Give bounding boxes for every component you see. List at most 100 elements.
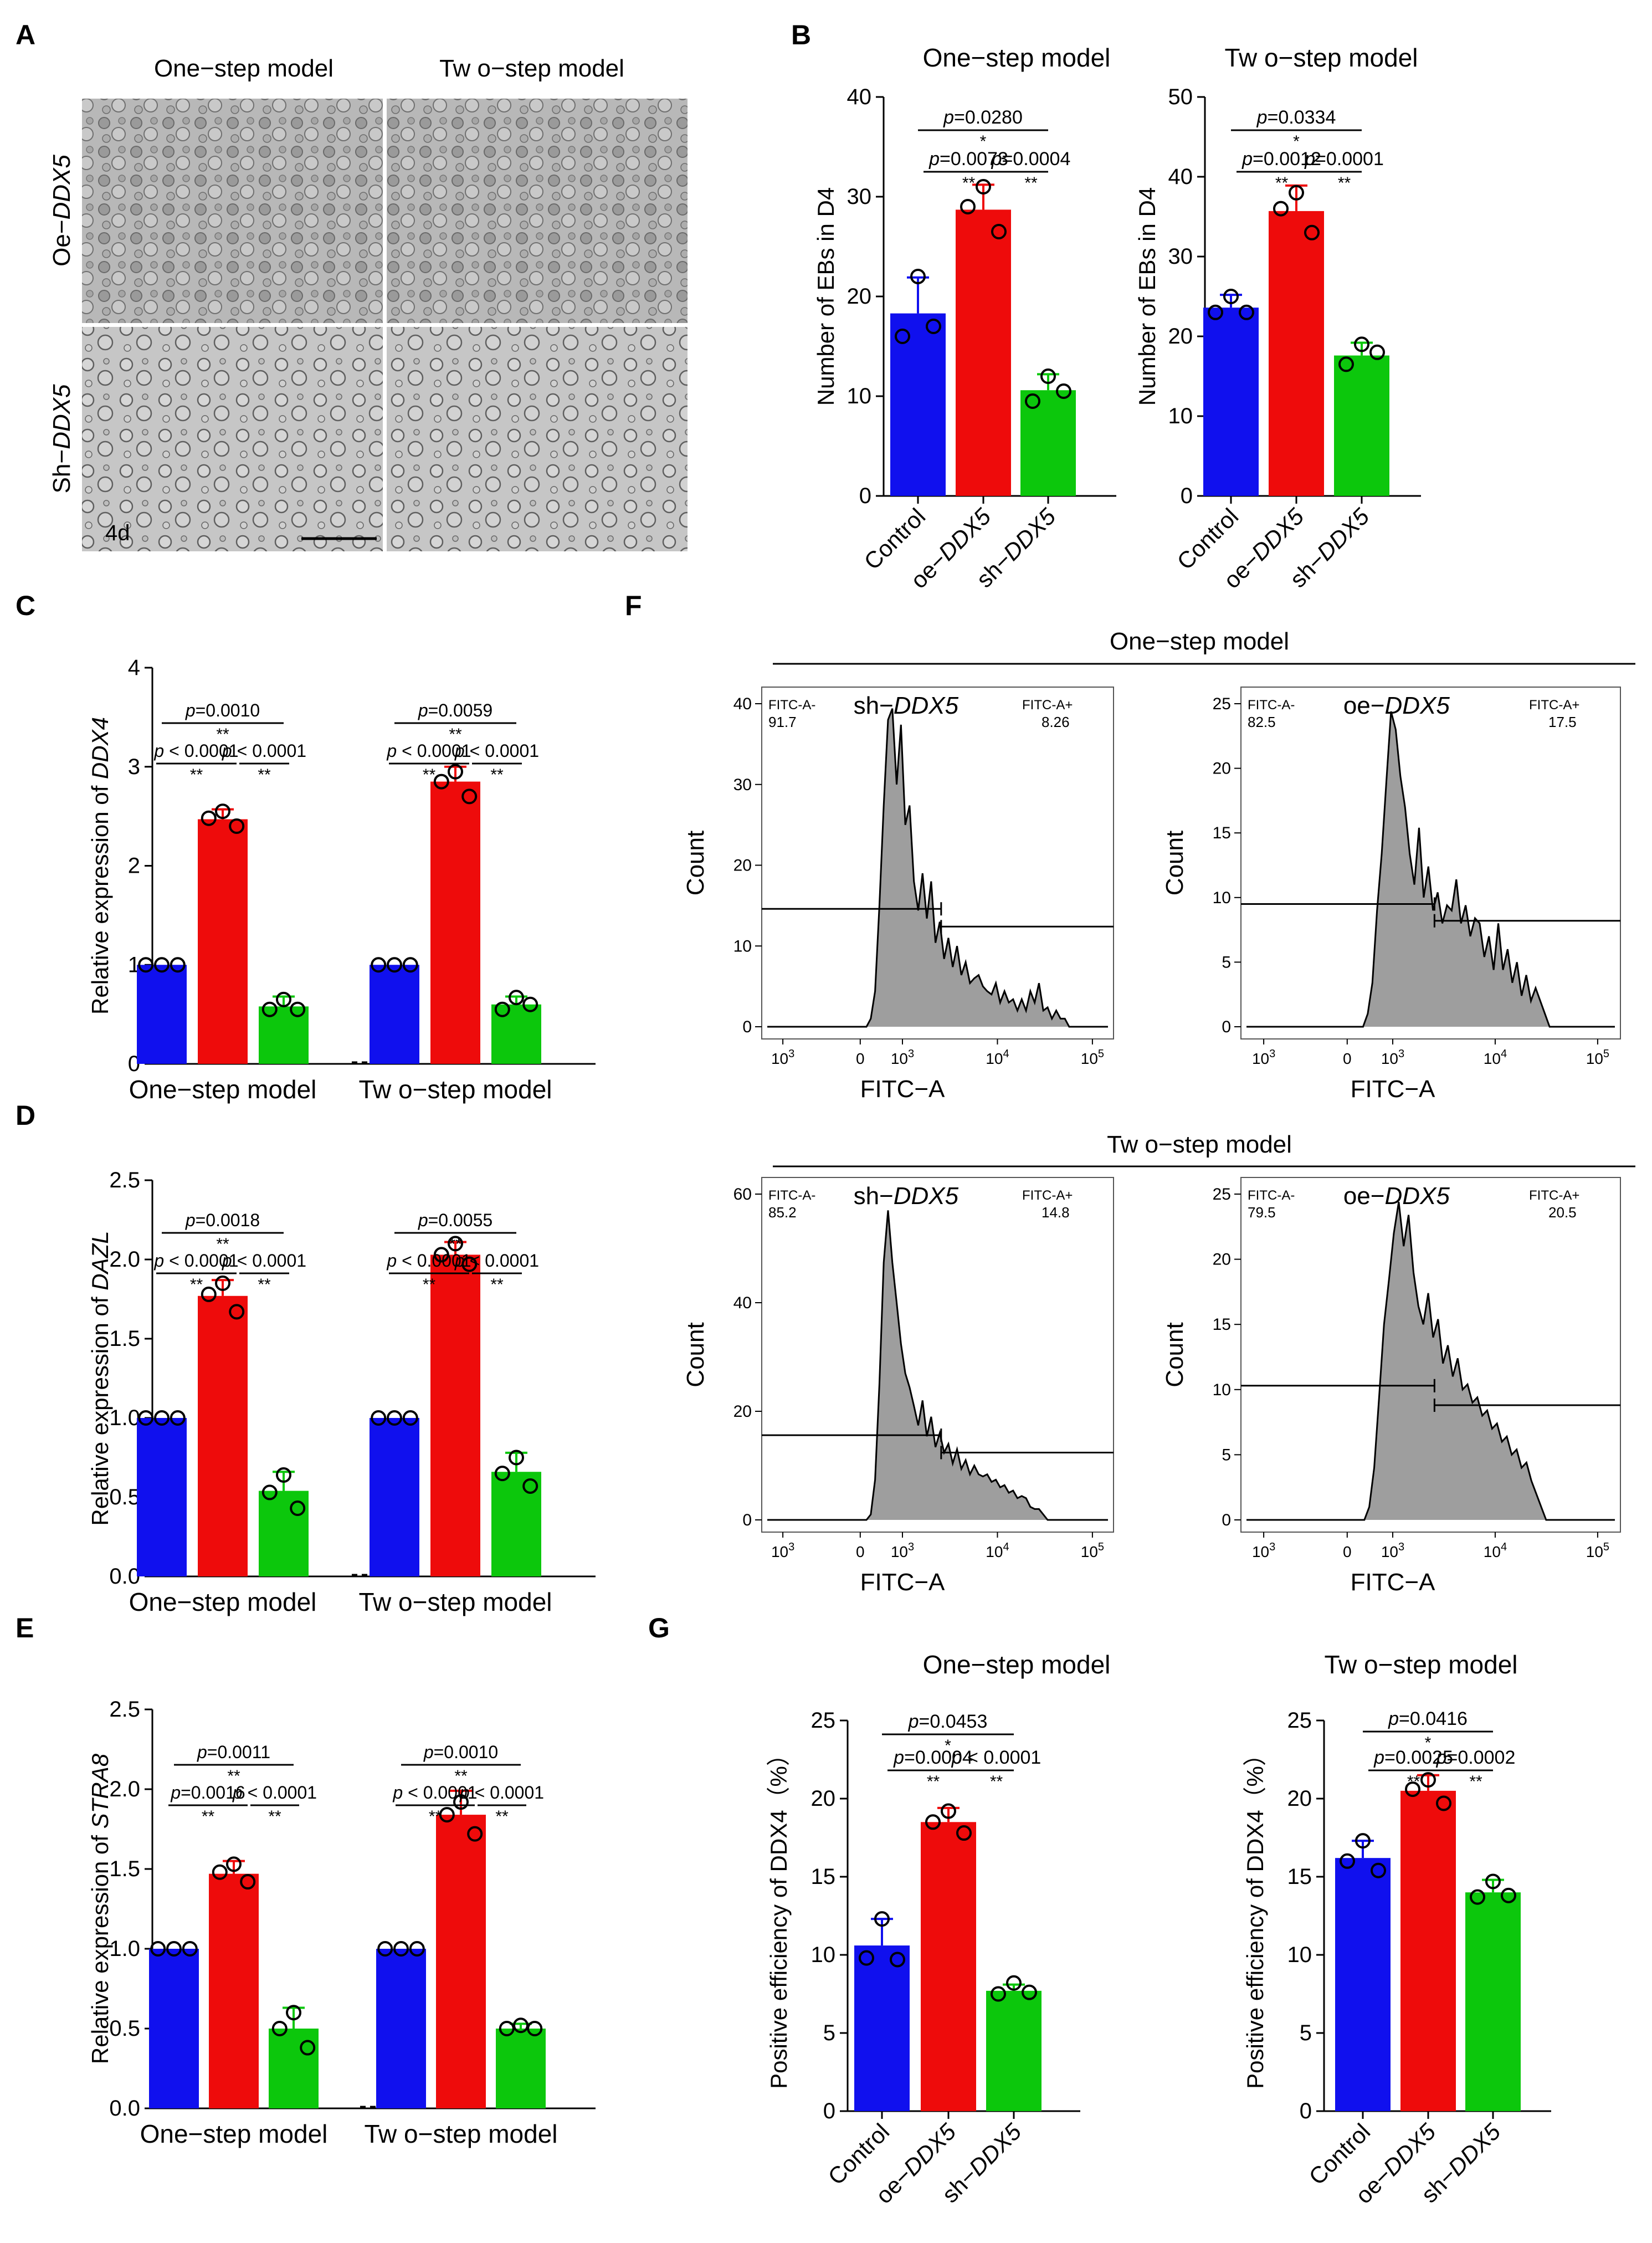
p-value-label: p=0.0025	[1373, 1747, 1453, 1768]
section-title: Tw o−step model	[1107, 1131, 1292, 1158]
y-tick-label: 0	[1181, 484, 1193, 508]
y-tick-label: 0.0	[109, 2096, 140, 2121]
data-point	[960, 199, 976, 214]
p-value-label: p < 0.0001	[951, 1747, 1042, 1768]
data-point	[910, 269, 926, 284]
data-point	[1470, 1889, 1485, 1905]
data-point	[499, 2021, 515, 2036]
y-tick-label: 3	[128, 755, 140, 779]
data-point	[433, 774, 449, 790]
p-value-label: p=0.0280	[943, 107, 1023, 128]
data-point	[991, 1986, 1006, 2002]
y-tick-label: 30	[847, 185, 872, 209]
significance-stars: *	[980, 132, 987, 151]
significance-stars: **	[1338, 174, 1351, 192]
data-point	[201, 810, 217, 826]
plot-frame	[1240, 687, 1621, 1039]
panel-label-g: G	[648, 1612, 670, 1643]
data-point	[1501, 1887, 1516, 1903]
significance-stars: **	[962, 174, 976, 192]
panel-label-a: A	[16, 19, 35, 50]
y-tick-label: 0	[859, 484, 871, 508]
y-tick-label: 20	[847, 284, 872, 309]
bar	[137, 965, 187, 1064]
bar	[1400, 1790, 1456, 2111]
chart-title: Tw o−step model	[1224, 43, 1418, 72]
data-point	[448, 1236, 463, 1252]
gate-positive-percent: 20.5	[1548, 1204, 1577, 1221]
data-point	[527, 2021, 543, 2036]
y-tick-label: 40	[847, 85, 872, 109]
histogram-outline	[1246, 711, 1615, 1028]
y-tick-label: 20	[1213, 760, 1231, 778]
bar	[198, 819, 248, 1064]
data-point	[1420, 1772, 1436, 1788]
y-axis-label: Relative expression of DAZL	[87, 1231, 113, 1525]
y-axis-label: Count	[1161, 831, 1188, 895]
data-point	[522, 996, 538, 1012]
p-value-label: p=0.0004	[991, 148, 1071, 170]
data-point	[371, 957, 387, 973]
y-tick-label: 25	[811, 1708, 836, 1733]
sample-label: sh−DDX5	[854, 1182, 959, 1210]
data-point	[229, 1304, 245, 1320]
x-tick-label: 104	[986, 1541, 1009, 1560]
data-point	[1208, 304, 1223, 320]
p-value-label: p=0.0012	[1241, 148, 1321, 170]
bar	[259, 1491, 309, 1576]
data-point	[276, 1467, 291, 1483]
x-tick-label: 105	[1586, 1541, 1609, 1560]
data-point	[991, 224, 1007, 239]
data-point	[1369, 344, 1385, 360]
chart-title: One−step model	[923, 1650, 1111, 1679]
p-value-label: p=0.0010	[423, 1742, 498, 1762]
gate-negative-label: FITC-A-	[1248, 698, 1295, 713]
y-tick-label: 0	[1222, 1511, 1231, 1529]
chart-title: One−step model	[923, 43, 1111, 72]
data-point	[226, 1856, 242, 1872]
x-tick-label: 103	[891, 1048, 914, 1067]
section-title: One−step model	[1110, 628, 1289, 655]
p-value-label: p=0.0073	[928, 148, 1008, 170]
y-tick-label: 5	[1300, 2021, 1312, 2045]
x-axis-label: FITC−A	[1351, 1569, 1435, 1596]
panel-label-e: E	[16, 1612, 34, 1643]
flow-histogram: 0 5 10 15 20 25 Count FITC-A-79.5 FITC-A+20.5 oe−…	[1161, 1177, 1621, 1596]
data-point	[494, 1001, 510, 1017]
data-point	[290, 1501, 306, 1517]
x-tick-label: 104	[986, 1048, 1009, 1067]
data-point	[150, 1941, 166, 1957]
y-axis-label: Positive efficiency of DDX4（%）	[766, 1743, 792, 2089]
significance-stars: **	[1407, 1773, 1420, 1791]
significance-stars: **	[216, 1235, 229, 1253]
y-tick-label: 5	[1222, 953, 1231, 971]
data-point	[402, 957, 418, 973]
y-axis-label: Count	[682, 1322, 709, 1387]
significance-stars: **	[258, 766, 271, 784]
data-point	[387, 1410, 402, 1426]
data-point	[1006, 1975, 1022, 1991]
chart-D: 0.0 0.5 1.0 1.5 2.0 2.5 Relative expression of…	[87, 1168, 596, 1616]
histogram-outline	[767, 708, 1108, 1028]
data-point	[138, 1410, 154, 1426]
x-axis-label: FITC−A	[860, 1569, 945, 1596]
data-point	[874, 1911, 890, 1927]
x-group-label: One−step model	[129, 1075, 317, 1104]
data-point	[387, 957, 402, 973]
y-tick-label: 0.5	[109, 1485, 140, 1509]
data-point	[956, 1825, 972, 1841]
chart-E: 0.0 0.5 1.0 1.5 2.0 2.5 Relative expression of…	[87, 1697, 596, 2148]
y-axis-label: Count	[1161, 1322, 1188, 1387]
bar	[890, 313, 946, 496]
col-title-two-step: Tw o−step model	[439, 55, 624, 82]
flow-histogram: 0 5 10 15 20 25 Count FITC-A-82.5 FITC-A+17.5 oe−…	[1161, 687, 1621, 1103]
significance-stars: **	[202, 1807, 215, 1826]
histogram-area	[1246, 711, 1615, 1027]
x-tick-label: 103	[1381, 1048, 1404, 1067]
sample-label: oe−DDX5	[1343, 692, 1450, 719]
y-tick-label: 15	[1213, 1315, 1231, 1334]
data-point	[1355, 1833, 1371, 1849]
bar	[921, 1822, 976, 2111]
data-point	[433, 1247, 449, 1263]
bar	[198, 1295, 248, 1576]
